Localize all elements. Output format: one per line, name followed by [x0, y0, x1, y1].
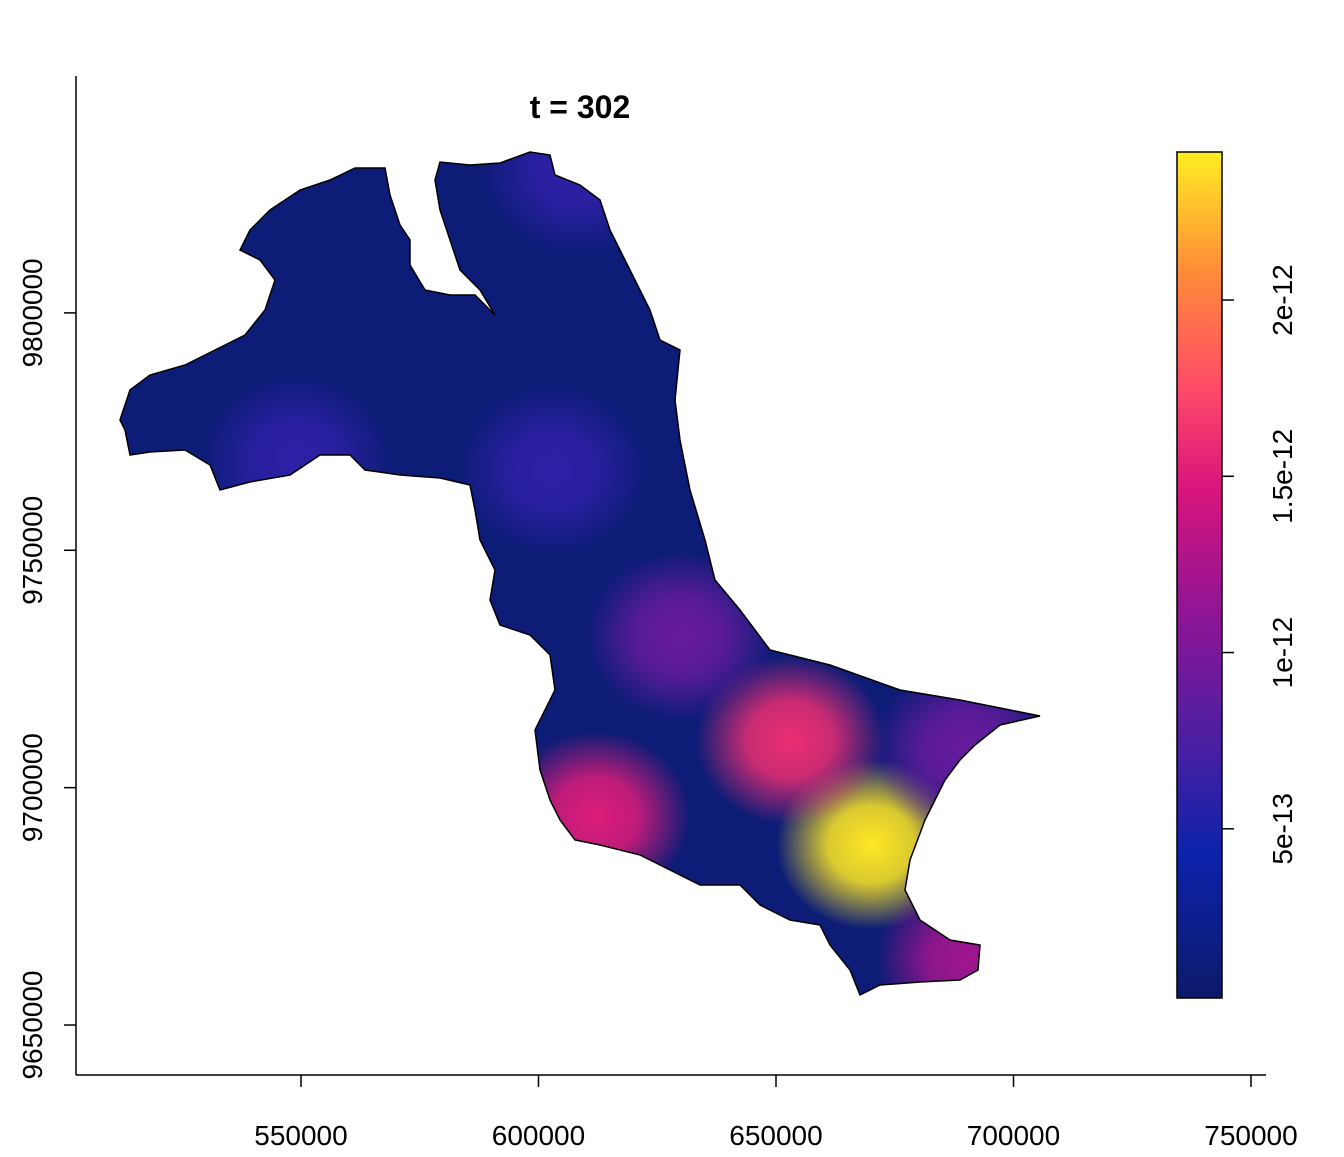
y-tick-label: 9700000	[17, 733, 48, 842]
chart-title: t = 302	[530, 89, 631, 125]
x-tick-label: 700000	[967, 1120, 1060, 1151]
colorbar-tick-label: 5e-13	[1267, 793, 1298, 865]
x-tick-label: 550000	[254, 1120, 347, 1151]
y-tick-label: 9650000	[17, 971, 48, 1080]
colorbar-tick-label: 1.5e-12	[1267, 429, 1298, 524]
colorbar-tick-label: 2e-12	[1267, 264, 1298, 336]
x-tick-label: 600000	[492, 1120, 585, 1151]
colorbar	[1176, 151, 1223, 999]
hotspot	[500, 731, 691, 902]
hotspot	[457, 384, 648, 555]
x-tick-label: 750000	[1204, 1120, 1297, 1151]
hotspot	[201, 375, 392, 546]
x-tick-label: 650000	[729, 1120, 822, 1151]
hotspot	[875, 873, 1040, 995]
y-tick-label: 9750000	[17, 496, 48, 605]
hotspot	[585, 550, 776, 721]
colorbar-tick-label: 1e-12	[1267, 617, 1298, 689]
y-tick-label: 9800000	[17, 258, 48, 367]
